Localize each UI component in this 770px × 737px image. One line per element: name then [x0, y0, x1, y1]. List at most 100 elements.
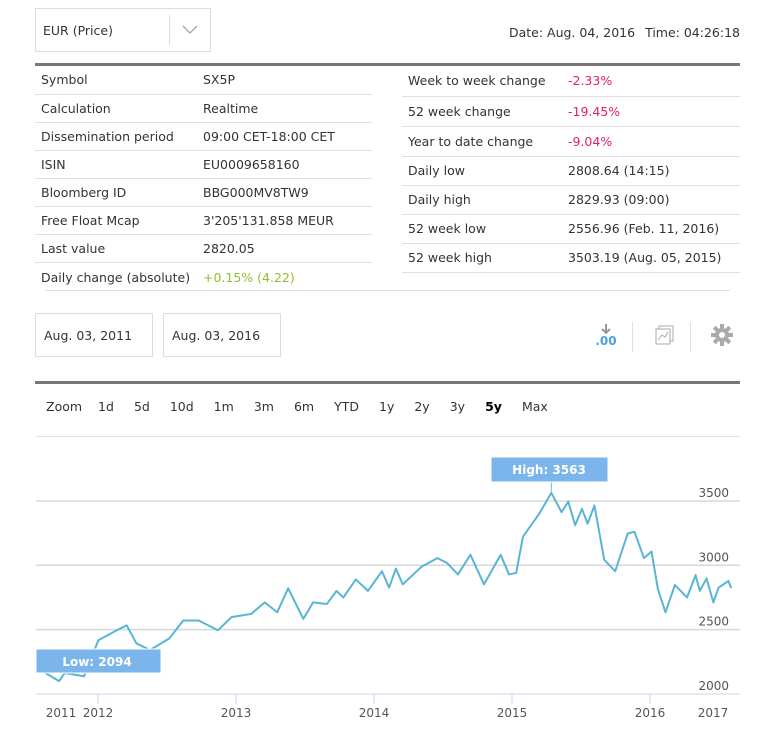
zoom-option-10d[interactable]: 10d — [169, 399, 194, 414]
x-tick-label: 2015 — [497, 706, 528, 720]
table-row: Daily change (absolute) +0.15% (4.22) — [35, 262, 372, 292]
low-flag-box — [35, 648, 162, 674]
zoom-option-ytd[interactable]: YTD — [334, 399, 359, 414]
row-label: Calculation — [35, 94, 197, 123]
x-tick-label: 2017 — [698, 706, 729, 720]
data-point — [603, 558, 606, 561]
row-value: 2808.64 (14:15) — [562, 156, 740, 186]
row-value: -19.45% — [562, 96, 740, 127]
data-point — [717, 586, 720, 589]
data-point — [312, 601, 314, 604]
table-row: 52 week high 3503.19 (Aug. 05, 2015) — [402, 243, 740, 273]
zoom-option-5d[interactable]: 5d — [133, 399, 150, 414]
row-value: +0.15% (4.22) — [203, 269, 295, 285]
row-label: Daily high — [402, 185, 562, 215]
date-to-input[interactable]: Aug. 03, 2016 — [163, 313, 281, 357]
data-point — [287, 587, 289, 590]
data-point — [135, 642, 138, 645]
data-point — [515, 572, 517, 574]
data-point — [593, 504, 596, 507]
data-point — [367, 590, 369, 592]
zoom-option-3m[interactable]: 3m — [253, 399, 274, 414]
svg-text:.00: .00 — [595, 334, 616, 348]
data-point — [686, 596, 688, 599]
zoom-option-1d[interactable]: 1d — [98, 399, 114, 414]
table-row: Dissemination period 09:00 CET-18:00 CET — [35, 122, 372, 151]
zoom-option-3y[interactable]: 3y — [449, 399, 466, 414]
row-value: -2.33% — [562, 66, 740, 97]
zoom-option-2y[interactable]: 2y — [414, 399, 430, 414]
datetime: Date: Aug. 04, 2016 Time: 04:26:18 — [499, 25, 740, 40]
table-row: 52 week change -19.45% — [402, 96, 740, 127]
data-point — [560, 511, 563, 513]
row-label: Daily change (absolute) — [41, 269, 191, 285]
y-tick-label: 2000 — [698, 679, 729, 693]
row-label: ISIN — [35, 150, 197, 179]
data-point — [712, 601, 715, 604]
data-point — [355, 578, 357, 581]
data-point — [302, 618, 305, 620]
data-point — [508, 573, 510, 576]
row-value: Realtime — [197, 94, 372, 123]
data-point — [168, 637, 171, 640]
zoom-bar: Zoom 1d 5d 10d 1m 3m 6m YTD 1y 2y 3y 5y Max — [46, 399, 568, 414]
download-decimals-icon[interactable]: .00 — [594, 322, 618, 348]
y-tick-label: 3500 — [698, 486, 729, 500]
data-point — [538, 512, 541, 515]
data-point — [626, 532, 629, 535]
date-from-input[interactable]: Aug. 03, 2011 — [35, 313, 153, 357]
data-point — [335, 590, 338, 592]
row-label: 52 week high — [402, 243, 562, 273]
data-point — [674, 584, 676, 586]
divider — [169, 15, 170, 45]
data-point — [401, 583, 404, 586]
data-point — [469, 553, 472, 556]
currency-select-value: EUR (Price) — [43, 22, 113, 38]
high-flag-box — [490, 456, 609, 483]
data-point — [614, 570, 617, 573]
zoom-option-max[interactable]: Max — [521, 399, 548, 414]
chevron-down-icon[interactable] — [170, 23, 210, 38]
gear-icon[interactable] — [710, 322, 734, 348]
row-value: 2829.93 (09:00) — [562, 185, 740, 215]
data-point — [650, 550, 653, 553]
data-point — [657, 588, 659, 591]
data-point — [97, 639, 100, 642]
y-tick-label: 3000 — [698, 550, 729, 564]
row-label: Free Float Mcap — [35, 206, 197, 235]
row-value: BBG000MV8TW9 — [197, 178, 372, 207]
price-series-line — [44, 491, 732, 683]
zoom-label: Zoom — [46, 399, 83, 414]
currency-select[interactable]: EUR (Price) — [35, 8, 211, 52]
table-row: 52 week low 2556.96 (Feb. 11, 2016) — [402, 214, 740, 244]
data-point — [446, 562, 448, 564]
row-value: EU0009658160 — [197, 150, 372, 179]
row-label: Last value — [35, 234, 197, 263]
divider — [632, 322, 633, 352]
table-row: Daily high 2829.93 (09:00) — [402, 185, 740, 215]
date-to-value: Aug. 03, 2016 — [172, 327, 261, 343]
data-point — [182, 619, 185, 622]
data-point — [483, 583, 485, 586]
zoom-option-6m[interactable]: 6m — [293, 399, 315, 414]
data-point — [499, 553, 502, 556]
data-point — [664, 611, 667, 614]
data-point — [586, 522, 589, 525]
zoom-option-1m[interactable]: 1m — [213, 399, 234, 414]
data-point — [643, 557, 645, 559]
row-value: SX5P — [197, 66, 372, 95]
y-tick-label: 2500 — [698, 615, 729, 629]
zoom-option-5y[interactable]: 5y — [485, 399, 502, 414]
data-point — [730, 586, 732, 589]
row-label: Week to week change — [402, 66, 562, 97]
table-row: ISIN EU0009658160 — [35, 150, 372, 179]
data-point — [388, 586, 390, 589]
zoom-option-1y[interactable]: 1y — [379, 399, 395, 414]
chart-export-icon[interactable] — [653, 322, 677, 348]
time-text: Time: 04:26:18 — [645, 25, 740, 40]
row-value: 09:00 CET-18:00 CET — [197, 122, 372, 151]
data-point — [217, 629, 219, 632]
data-point — [250, 613, 252, 615]
data-point — [633, 531, 636, 533]
data-point — [567, 500, 570, 503]
